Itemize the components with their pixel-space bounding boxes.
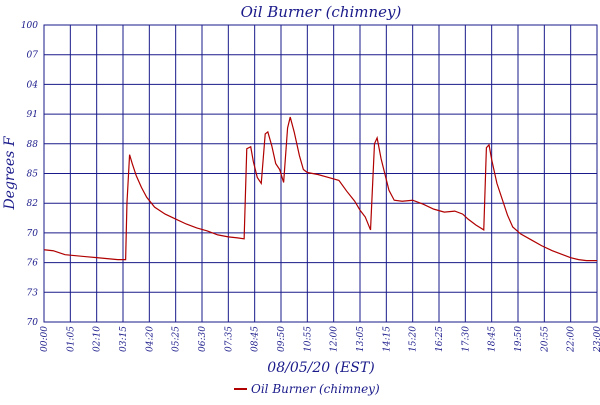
y-tick-label: 04 <box>27 80 39 90</box>
y-tick-label: 85 <box>27 170 39 180</box>
x-tick-label: 08:45 <box>251 326 261 352</box>
y-tick-label: 07 <box>27 51 39 61</box>
x-tick-label: 13:05 <box>356 326 366 352</box>
legend-label: Oil Burner (chimney) <box>251 382 380 396</box>
x-tick-label: 16:25 <box>435 326 445 352</box>
x-tick-label: 10:55 <box>303 326 313 352</box>
y-tick-label: 70 <box>27 318 39 328</box>
x-tick-label: 05:25 <box>172 326 182 352</box>
y-tick-label: 88 <box>27 140 39 150</box>
x-axis-title: 08/05/20 (EST) <box>267 360 374 376</box>
y-tick-label: 76 <box>27 259 39 269</box>
x-tick-label: 17:30 <box>461 326 471 352</box>
x-tick-label: 12:00 <box>330 326 340 352</box>
y-tick-label: 100 <box>21 21 38 31</box>
y-tick-label: 91 <box>27 110 38 120</box>
x-tick-label: 04:20 <box>145 326 155 352</box>
x-tick-label: 19:50 <box>514 326 524 352</box>
x-tick-label: 14:15 <box>382 326 392 352</box>
y-tick-label: 82 <box>27 199 39 209</box>
y-tick-label: 70 <box>27 229 39 239</box>
x-tick-label: 18:45 <box>488 326 498 352</box>
x-tick-label: 15:20 <box>409 326 419 352</box>
x-tick-label: 03:15 <box>119 326 129 352</box>
y-axis-title: Degrees F <box>2 135 18 210</box>
y-axis-ticks: 70 73 76 70 82 85 88 91 04 07 100 <box>21 21 38 328</box>
x-tick-label: 07:35 <box>224 326 234 352</box>
x-tick-label: 02:10 <box>93 326 103 352</box>
x-axis-ticks: 00:00 01:05 02:10 03:15 04:20 05:25 06:30 07:35… <box>40 326 600 353</box>
x-tick-label: 00:00 <box>40 326 50 352</box>
legend: Oil Burner (chimney) <box>234 382 380 396</box>
y-tick-label: 73 <box>27 288 39 298</box>
grid <box>44 25 597 322</box>
x-tick-label: 20:55 <box>540 326 550 353</box>
x-tick-label: 09:50 <box>277 326 287 352</box>
series-line-oil-burner <box>43 116 597 262</box>
x-tick-label: 23:00 <box>593 326 600 353</box>
x-tick-label: 01:05 <box>66 326 76 352</box>
chart-title: Oil Burner (chimney) <box>241 3 402 21</box>
x-tick-label: 06:30 <box>198 326 208 352</box>
x-tick-label: 22:00 <box>567 326 577 353</box>
